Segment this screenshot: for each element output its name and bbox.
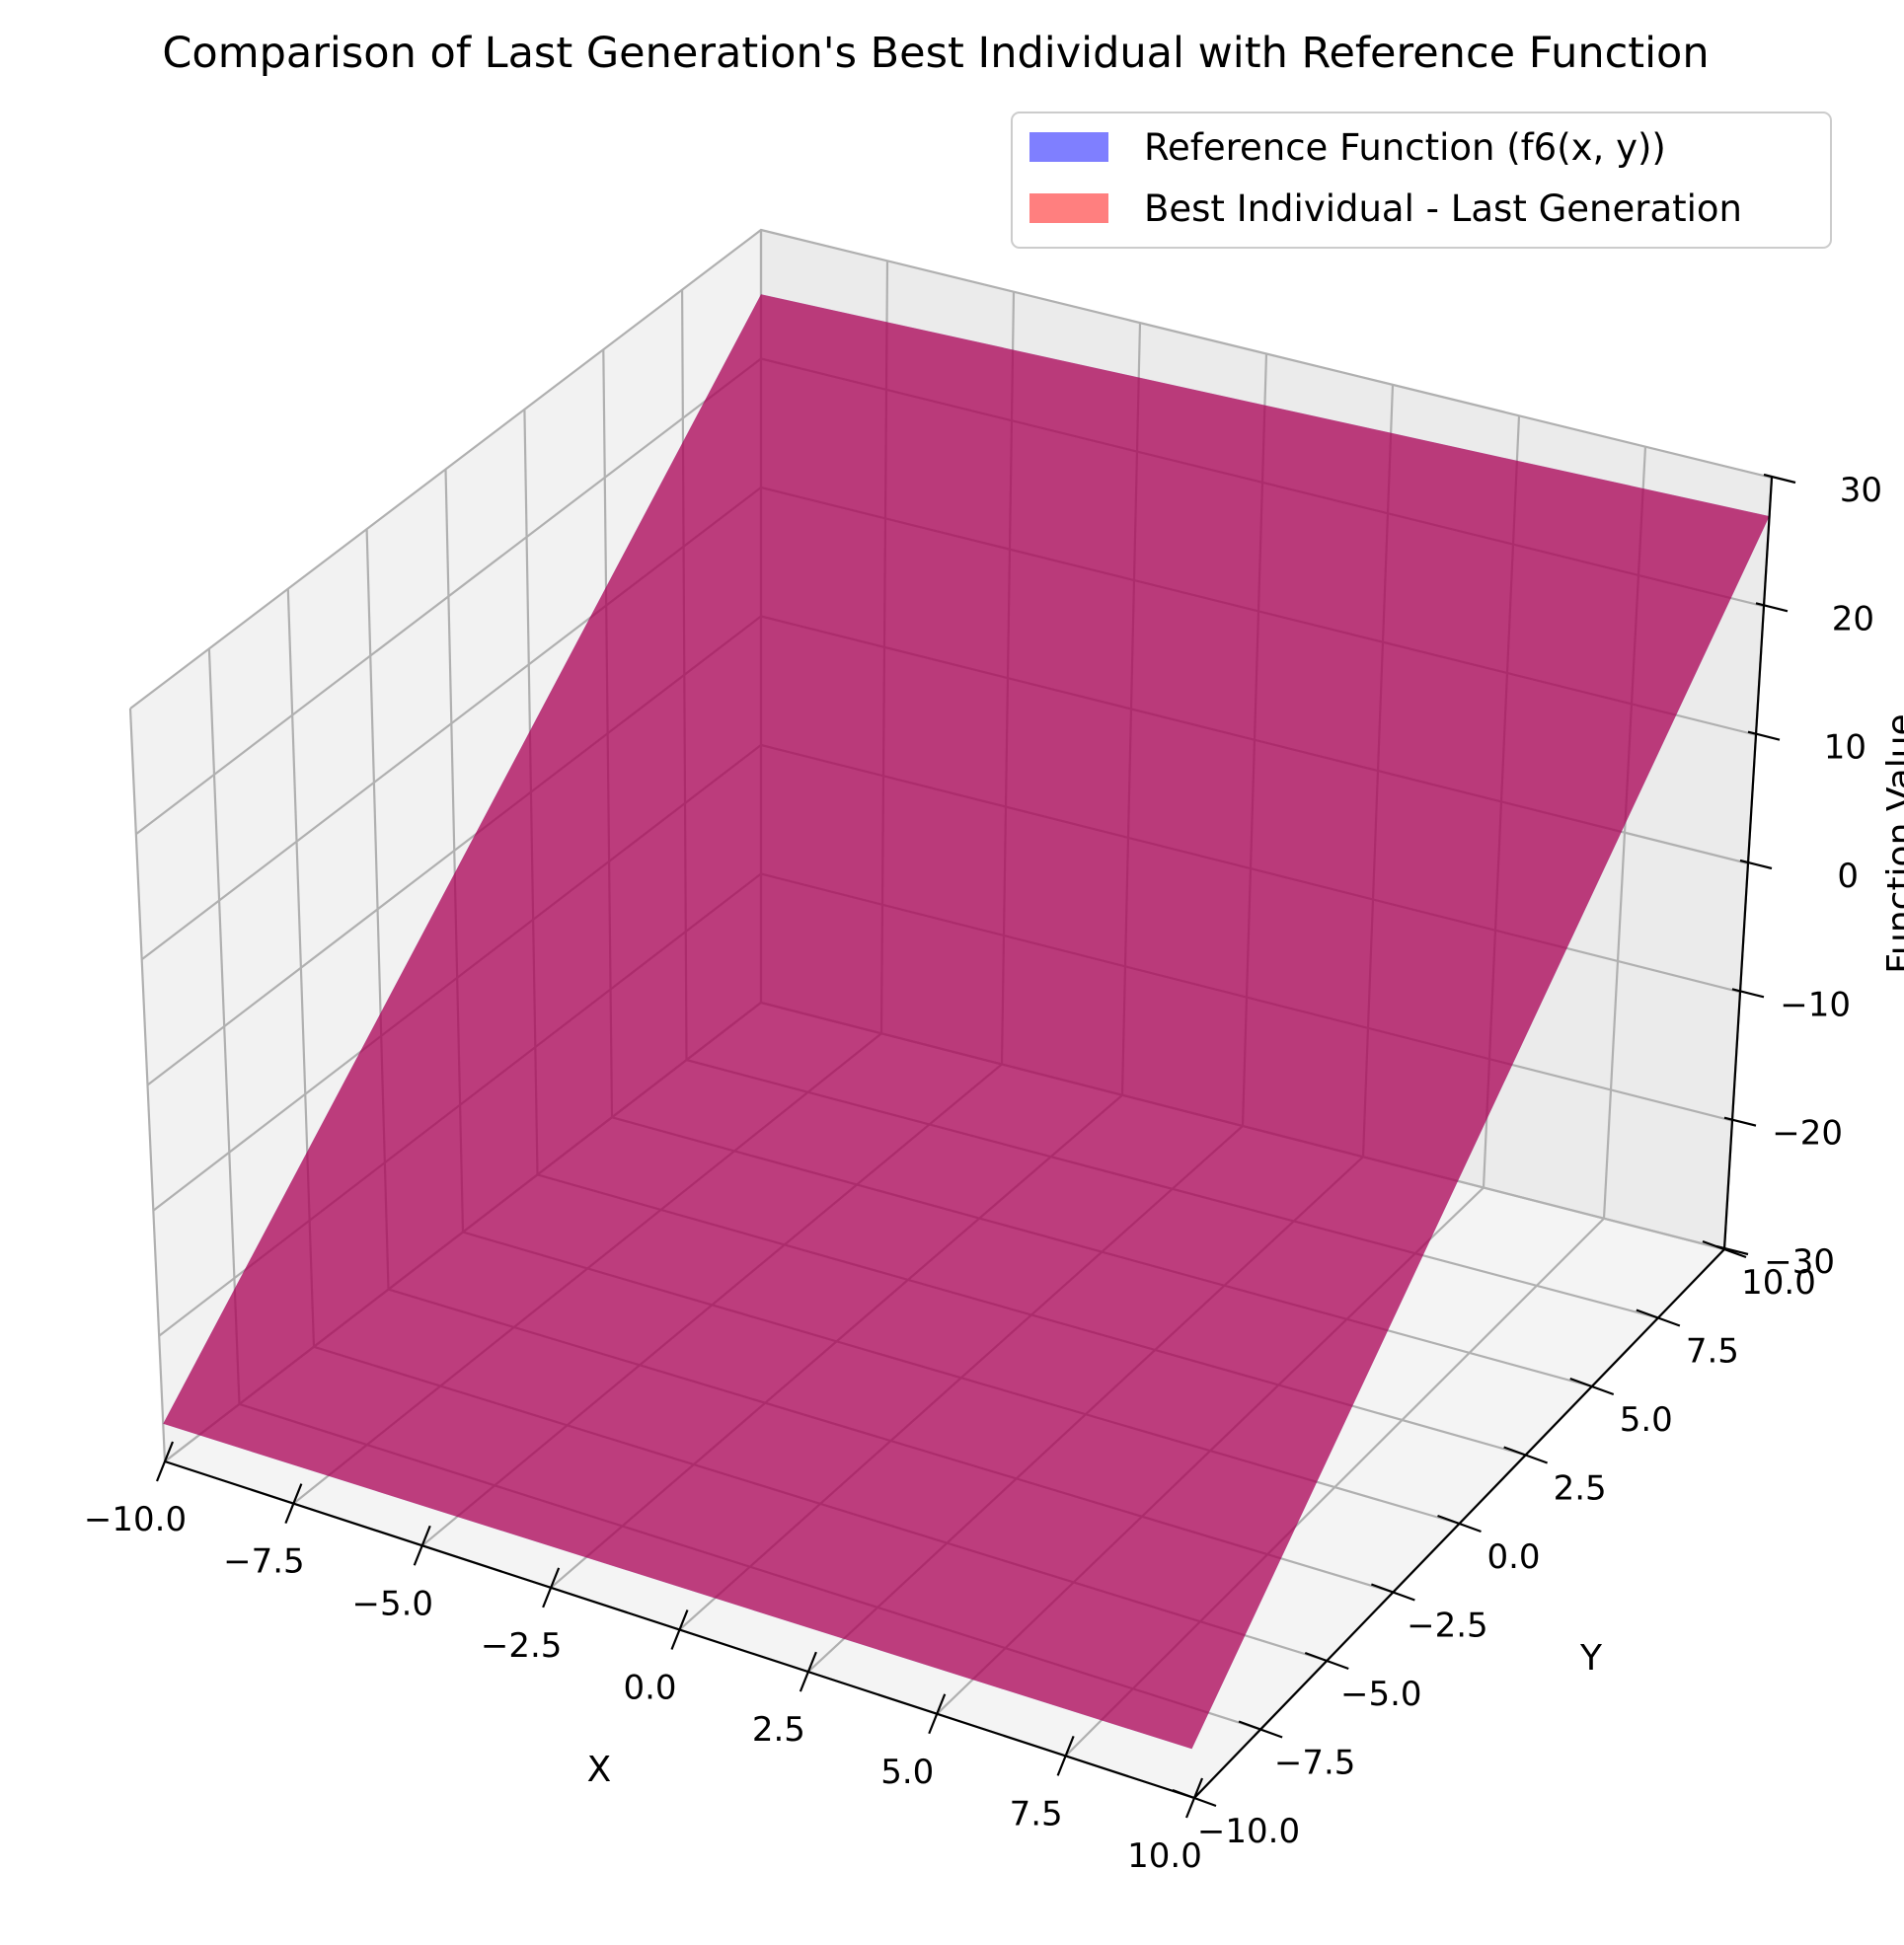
y-tick-label: −5.0 bbox=[1340, 1675, 1422, 1714]
z-tick-label: −30 bbox=[1764, 1242, 1835, 1282]
y-tick bbox=[1437, 1514, 1482, 1534]
z-tick-label: −10 bbox=[1780, 985, 1851, 1024]
legend-label-best-individual: Best Individual - Last Generation bbox=[1144, 187, 1742, 230]
legend-swatch-reference bbox=[1029, 132, 1108, 162]
x-tick bbox=[413, 1525, 431, 1566]
x-tick-label: 2.5 bbox=[752, 1710, 805, 1750]
y-tick-label: 0.0 bbox=[1486, 1537, 1540, 1577]
legend: Reference Function (f6(x, y)) Best Indiv… bbox=[1011, 112, 1832, 249]
z-tick bbox=[1755, 602, 1789, 613]
gridline-z bbox=[129, 228, 1773, 710]
x-tick-label: 0.0 bbox=[623, 1669, 676, 1708]
z-tick bbox=[1723, 1116, 1757, 1127]
z-tick bbox=[1715, 1244, 1749, 1256]
x-tick bbox=[670, 1609, 689, 1650]
z-tick bbox=[1731, 988, 1765, 999]
y-tick-label: 7.5 bbox=[1686, 1332, 1739, 1372]
z-tick bbox=[1763, 473, 1796, 485]
y-tick-label: −10.0 bbox=[1197, 1812, 1300, 1851]
surfaces bbox=[163, 294, 1770, 1750]
z-tick-label: 10 bbox=[1824, 728, 1866, 768]
x-tick-label: 5.0 bbox=[880, 1753, 934, 1792]
y-tick-label: −7.5 bbox=[1274, 1744, 1356, 1783]
legend-frame bbox=[1011, 112, 1832, 249]
z-axis-label: Function Value bbox=[1880, 713, 1904, 973]
y-tick-label: 5.0 bbox=[1620, 1400, 1673, 1440]
x-tick-label: −10.0 bbox=[84, 1500, 187, 1539]
x-tick bbox=[155, 1441, 175, 1482]
y-tick-label: 2.5 bbox=[1554, 1469, 1607, 1509]
z-tick-label: 30 bbox=[1840, 471, 1882, 510]
y-tick bbox=[1636, 1309, 1681, 1327]
y-tick bbox=[1503, 1446, 1549, 1464]
axes: −10.0−7.5−5.0−2.50.02.55.07.510.0−10.0−7… bbox=[84, 471, 1882, 1876]
x-tick-label: −2.5 bbox=[481, 1626, 563, 1666]
x-tick-label: 7.5 bbox=[1010, 1794, 1063, 1833]
x-axis-label: X bbox=[587, 1750, 612, 1790]
x-tick bbox=[284, 1483, 303, 1525]
x-tick-label: −7.5 bbox=[223, 1542, 305, 1582]
x-tick bbox=[542, 1567, 561, 1608]
y-tick bbox=[1569, 1377, 1615, 1396]
z-tick bbox=[1747, 730, 1781, 741]
x-tick bbox=[799, 1651, 817, 1692]
surface-best-individual bbox=[163, 294, 1770, 1750]
z-tick-label: 20 bbox=[1832, 599, 1874, 638]
x-tick-label: 10.0 bbox=[1127, 1836, 1202, 1876]
x-tick-label: −5.0 bbox=[351, 1584, 433, 1623]
z-tick-label: 0 bbox=[1837, 857, 1859, 896]
x-tick bbox=[1056, 1735, 1075, 1776]
y-tick bbox=[1304, 1651, 1349, 1671]
legend-swatch-best-individual bbox=[1029, 193, 1108, 223]
x-tick bbox=[928, 1693, 947, 1735]
y-tick-label: 10.0 bbox=[1741, 1263, 1816, 1303]
z-tick bbox=[1739, 859, 1773, 870]
z-tick-label: −20 bbox=[1772, 1114, 1843, 1154]
y-tick bbox=[1238, 1720, 1283, 1739]
legend-label-reference: Reference Function (f6(x, y)) bbox=[1144, 126, 1666, 169]
y-tick-label: −2.5 bbox=[1407, 1607, 1488, 1646]
y-tick bbox=[1370, 1583, 1415, 1602]
y-axis-label: Y bbox=[1579, 1638, 1603, 1679]
chart-title: Comparison of Last Generation's Best Ind… bbox=[162, 29, 1709, 78]
y-tick bbox=[1172, 1788, 1217, 1808]
